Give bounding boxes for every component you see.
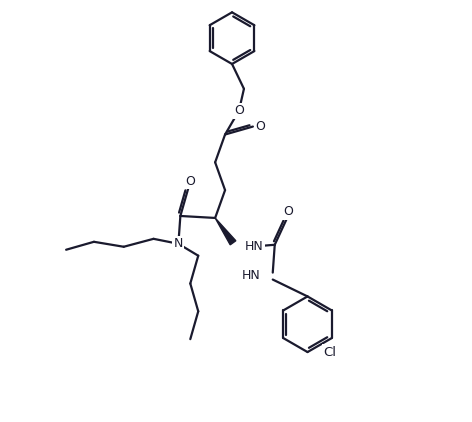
Text: Cl: Cl: [323, 346, 337, 359]
Text: O: O: [284, 206, 294, 219]
Text: HN: HN: [242, 269, 261, 282]
Text: O: O: [185, 175, 195, 188]
Text: HN: HN: [245, 240, 264, 253]
Polygon shape: [215, 218, 236, 245]
Text: O: O: [255, 120, 265, 133]
Text: N: N: [174, 237, 183, 250]
Text: O: O: [234, 104, 244, 117]
